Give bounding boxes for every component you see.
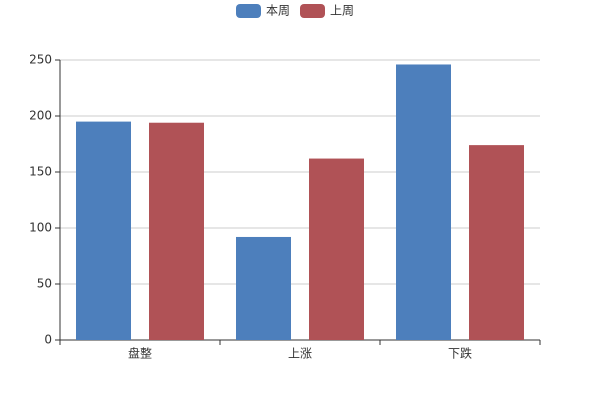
bar bbox=[309, 158, 364, 340]
y-tick-label: 100 bbox=[29, 221, 52, 235]
bar bbox=[76, 121, 131, 340]
legend-swatch bbox=[300, 4, 325, 18]
x-tick-label: 下跌 bbox=[448, 346, 472, 361]
legend-swatch bbox=[236, 4, 261, 18]
x-tick-label: 上涨 bbox=[288, 346, 312, 361]
x-tick-label: 盘整 bbox=[128, 346, 152, 361]
y-tick-label: 50 bbox=[37, 277, 52, 291]
legend-label: 本周 bbox=[266, 4, 290, 18]
bar bbox=[396, 64, 451, 340]
bar bbox=[149, 122, 204, 340]
bar bbox=[236, 236, 291, 340]
legend-label: 上周 bbox=[330, 4, 354, 18]
y-tick-label: 150 bbox=[29, 165, 52, 179]
y-tick-label: 0 bbox=[44, 333, 52, 347]
bar bbox=[469, 145, 524, 340]
y-tick-label: 250 bbox=[29, 53, 52, 67]
y-tick-label: 200 bbox=[29, 109, 52, 123]
